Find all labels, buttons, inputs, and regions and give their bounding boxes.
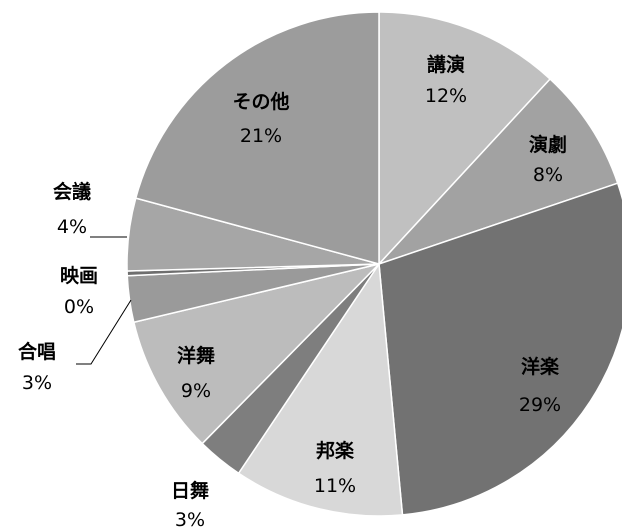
pie-slice-洋楽 [378, 182, 622, 516]
pie-slice-洋舞 [133, 263, 380, 445]
pct-邦楽: 11% [314, 475, 356, 497]
pct-演劇: 8% [533, 164, 563, 186]
label-講演: 講演 [427, 53, 465, 76]
label-邦楽: 邦楽 [316, 439, 355, 462]
pct-会議: 4% [57, 216, 87, 238]
pct-その他: 21% [240, 125, 282, 147]
pct-日舞: 3% [175, 509, 205, 531]
leader-lines [76, 236, 132, 365]
label-日舞: 日舞 [171, 479, 209, 502]
label-その他: その他 [232, 90, 289, 113]
label-会議: 会議 [53, 180, 91, 203]
label-合唱: 合唱 [18, 340, 56, 363]
pct-講演: 12% [425, 85, 467, 107]
label-演劇: 演劇 [529, 133, 567, 156]
pie-slice-邦楽 [237, 263, 404, 517]
pie-slice-その他 [135, 11, 380, 265]
pct-洋楽: 29% [519, 394, 561, 416]
pie-slice-講演 [378, 11, 551, 265]
label-洋舞: 洋舞 [177, 344, 215, 367]
pie-slice-演劇 [378, 78, 619, 265]
leader-合唱 [76, 299, 132, 365]
pct-合唱: 3% [22, 372, 52, 394]
pie-slices [126, 11, 622, 517]
pct-映画: 0% [64, 296, 94, 318]
pct-洋舞: 9% [181, 380, 211, 402]
label-映画: 映画 [60, 265, 98, 287]
label-洋楽: 洋楽 [521, 355, 560, 378]
